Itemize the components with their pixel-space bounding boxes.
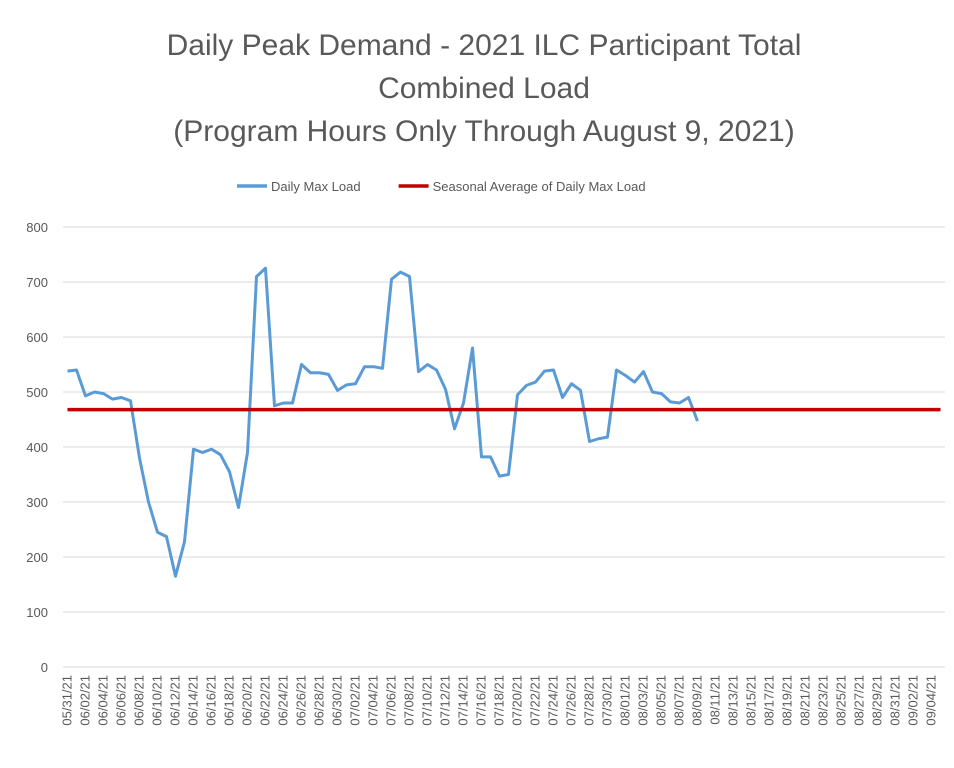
y-tick-label: 700 (26, 275, 48, 290)
y-tick-label: 400 (26, 440, 48, 455)
x-tick-label: 06/06/21 (114, 675, 129, 726)
legend-label: Seasonal Average of Daily Max Load (433, 179, 646, 194)
x-tick-label: 07/08/21 (402, 675, 417, 726)
x-tick-label: 08/21/21 (798, 675, 813, 726)
x-tick-label: 07/04/21 (366, 675, 381, 726)
x-tick-label: 06/16/21 (204, 675, 219, 726)
x-tick-label: 06/22/21 (258, 675, 273, 726)
x-tick-label: 08/19/21 (780, 675, 795, 726)
x-tick-label: 09/04/21 (924, 675, 939, 726)
x-tick-label: 06/02/21 (78, 675, 93, 726)
x-tick-label: 07/06/21 (384, 675, 399, 726)
y-tick-label: 0 (41, 660, 48, 675)
x-tick-label: 07/20/21 (510, 675, 525, 726)
x-tick-label: 08/17/21 (762, 675, 777, 726)
x-tick-label: 07/24/21 (546, 675, 561, 726)
x-tick-label: 08/27/21 (852, 675, 867, 726)
y-tick-label: 200 (26, 550, 48, 565)
x-tick-label: 07/02/21 (348, 675, 363, 726)
x-tick-label: 07/26/21 (564, 675, 579, 726)
chart-title: (Program Hours Only Through August 9, 20… (173, 115, 794, 148)
x-tick-label: 07/10/21 (420, 675, 435, 726)
x-tick-label: 07/30/21 (600, 675, 615, 726)
x-tick-label: 08/05/21 (654, 675, 669, 726)
x-tick-label: 06/10/21 (150, 675, 165, 726)
x-tick-label: 08/23/21 (816, 675, 831, 726)
x-tick-label: 08/07/21 (672, 675, 687, 726)
x-tick-label: 08/09/21 (690, 675, 705, 726)
x-tick-label: 08/03/21 (636, 675, 651, 726)
x-tick-label: 06/12/21 (168, 675, 183, 726)
y-tick-label: 300 (26, 495, 48, 510)
y-tick-label: 500 (26, 385, 48, 400)
series-line (67, 266, 699, 578)
chart-title: Combined Load (378, 72, 590, 105)
legend-label: Daily Max Load (271, 179, 361, 194)
x-tick-label: 06/18/21 (222, 675, 237, 726)
y-tick-label: 800 (26, 220, 48, 235)
x-tick-label: 06/20/21 (240, 675, 255, 726)
x-tick-label: 06/14/21 (186, 675, 201, 726)
x-tick-label: 08/01/21 (618, 675, 633, 726)
x-tick-label: 08/25/21 (834, 675, 849, 726)
x-tick-label: 07/12/21 (438, 675, 453, 726)
x-tick-label: 07/28/21 (582, 675, 597, 726)
x-tick-label: 06/08/21 (132, 675, 147, 726)
x-tick-label: 06/30/21 (330, 675, 345, 726)
y-tick-label: 600 (26, 330, 48, 345)
x-tick-label: 07/14/21 (456, 675, 471, 726)
x-tick-label: 07/18/21 (492, 675, 507, 726)
x-tick-label: 06/26/21 (294, 675, 309, 726)
x-tick-label: 06/28/21 (312, 675, 327, 726)
x-tick-label: 06/24/21 (276, 675, 291, 726)
chart-title: Daily Peak Demand - 2021 ILC Participant… (167, 29, 802, 62)
x-tick-label: 05/31/21 (60, 675, 75, 726)
x-tick-label: 08/15/21 (744, 675, 759, 726)
y-tick-label: 100 (26, 605, 48, 620)
x-tick-label: 07/22/21 (528, 675, 543, 726)
x-tick-label: 08/13/21 (726, 675, 741, 726)
x-tick-label: 08/31/21 (888, 675, 903, 726)
x-tick-label: 07/16/21 (474, 675, 489, 726)
x-tick-label: 08/11/21 (708, 675, 723, 725)
x-tick-label: 06/04/21 (96, 675, 111, 726)
x-tick-label: 08/29/21 (870, 675, 885, 726)
x-tick-label: 09/02/21 (906, 675, 921, 726)
